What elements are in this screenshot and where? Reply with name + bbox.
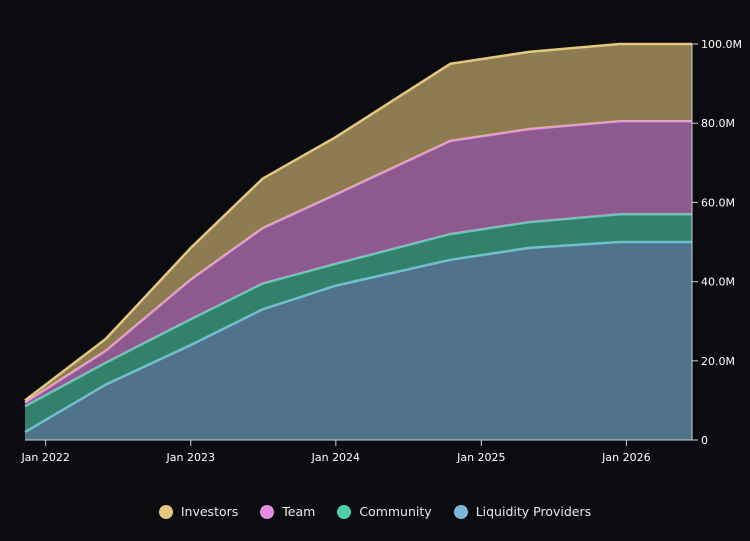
x-tick-label: Jan 2025 [456,451,505,464]
y-tick-label: 40.0M [701,276,735,289]
y-tick-label: 0 [701,434,708,447]
legend-swatch-investors [158,504,173,519]
area-community[interactable] [25,214,692,433]
y-tick-label: 100.0M [701,38,742,51]
legend-swatch-community [337,504,352,519]
legend: Investors Team Community Liquidity Provi… [0,504,750,519]
legend-label: Investors [180,504,239,519]
x-tick-label: Jan 2024 [311,451,360,464]
legend-label: Team [282,504,316,519]
legend-label: Liquidity Providers [475,504,592,519]
y-tick-label: 80.0M [701,117,735,130]
area-layers [24,42,692,440]
legend-item-investors[interactable]: Investors [158,504,239,519]
x-tick-label: Jan 2023 [166,451,215,464]
area-investors[interactable] [25,44,692,403]
y-tick-label: 60.0M [701,196,735,209]
axes: Jan 2022 Jan 2023 Jan 2024 Jan 2025 Jan 2026… [20,38,742,464]
x-tick-label: Jan 2022 [20,451,69,464]
area-liquidity-providers[interactable] [25,242,692,440]
legend-item-team[interactable]: Team [260,504,315,519]
x-tick-label: Jan 2026 [601,451,650,464]
area-team[interactable] [25,121,692,407]
legend-label: Community [359,504,432,519]
legend-swatch-liquidity-providers [453,504,468,519]
legend-item-liquidity-providers[interactable]: Liquidity Providers [453,504,592,519]
y-tick-label: 20.0M [701,355,735,368]
legend-item-community[interactable]: Community [337,504,432,519]
line-investors [24,42,692,402]
legend-swatch-team [260,504,275,519]
